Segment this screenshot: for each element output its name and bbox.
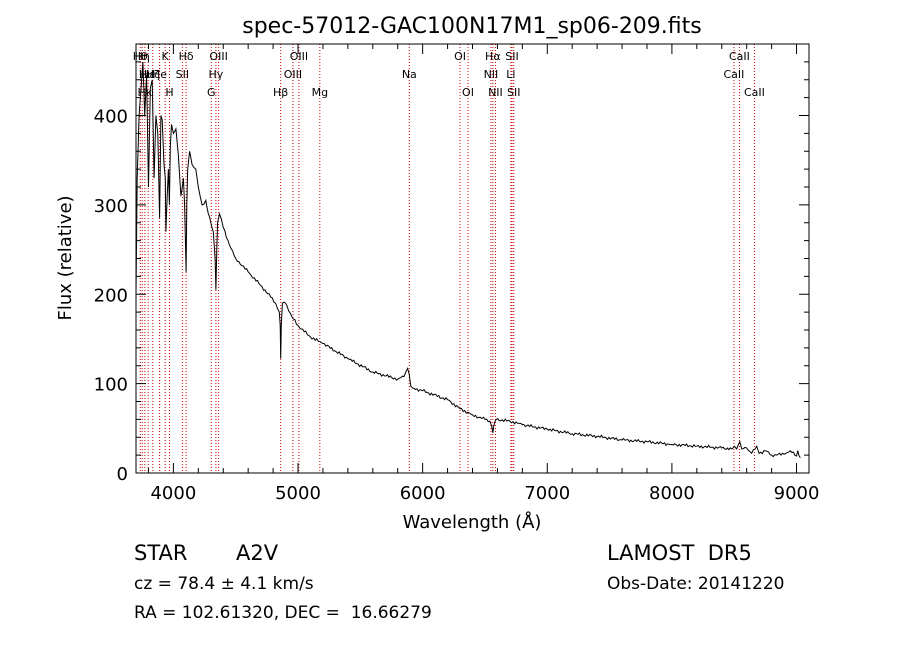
x-tick-label: 8000 xyxy=(649,483,695,504)
line-label: Hβ xyxy=(273,86,288,99)
line-label: OIII xyxy=(209,50,227,63)
survey-name: LAMOST DR5 xyxy=(607,541,752,565)
spectrum-line xyxy=(135,61,801,459)
x-axis-ticks: 4000 5000 6000 7000 8000 9000 xyxy=(147,44,820,504)
line-label: Hα xyxy=(485,50,501,63)
line-label: Na xyxy=(402,68,417,81)
y-axis-ticks: 0 100 200 300 400 xyxy=(94,61,809,485)
line-label: CaII xyxy=(729,50,750,63)
line-label: SII xyxy=(505,50,518,63)
x-tick-label: 9000 xyxy=(774,483,820,504)
line-label: NII xyxy=(484,68,499,81)
y-tick-label: 400 xyxy=(94,107,128,128)
observation-date: Obs-Date: 20141220 xyxy=(607,574,785,594)
emission-line-markers xyxy=(139,44,755,473)
y-tick-label: 300 xyxy=(94,196,128,217)
line-label: CaII xyxy=(724,68,745,81)
object-class: STAR xyxy=(134,541,188,565)
chart-title: spec-57012-GAC100N17M1_sp06-209.fits xyxy=(242,14,702,39)
line-label: SII xyxy=(507,86,520,99)
line-label: Li xyxy=(506,68,515,81)
line-label: OI xyxy=(462,86,474,99)
line-label: NII xyxy=(488,86,503,99)
object-subclass: A2V xyxy=(236,541,279,565)
line-label: Hδ xyxy=(179,50,194,63)
line-label: Hθ xyxy=(133,50,148,63)
line-label: CaII xyxy=(744,86,765,99)
line-label: OIII xyxy=(290,50,308,63)
coordinates-readout: RA = 102.61320, DEC = 16.66279 xyxy=(134,603,432,623)
line-label: He xyxy=(152,68,167,81)
line-label: K xyxy=(162,50,170,63)
line-label: OIII xyxy=(284,68,302,81)
x-tick-label: 5000 xyxy=(275,483,321,504)
x-tick-label: 4000 xyxy=(150,483,196,504)
line-label: G xyxy=(207,86,216,99)
line-label: Hγ xyxy=(208,68,223,81)
line-label: Hζ xyxy=(146,68,160,81)
line-label: SII xyxy=(176,68,189,81)
y-tick-label: 100 xyxy=(94,375,128,396)
line-label: OI xyxy=(454,50,466,63)
emission-line-labels: HθHηHιHκHεHζHeKHSIIHδGHγOIIIHβOIIIOIIIMg… xyxy=(133,50,765,99)
line-label: Hη xyxy=(135,50,150,63)
y-tick-label: 0 xyxy=(117,464,128,485)
x-tick-label: 6000 xyxy=(400,483,446,504)
plot-frame xyxy=(135,43,810,474)
x-tick-label: 7000 xyxy=(524,483,570,504)
line-label: H xyxy=(165,86,173,99)
line-label: Hε xyxy=(141,68,155,81)
y-axis-label: Flux (relative) xyxy=(55,195,76,320)
redshift-readout: cz = 78.4 ± 4.1 km/s xyxy=(134,574,314,594)
line-label: Mg xyxy=(312,86,328,99)
x-axis-label: Wavelength (Å) xyxy=(403,511,542,533)
y-tick-label: 200 xyxy=(94,285,128,306)
